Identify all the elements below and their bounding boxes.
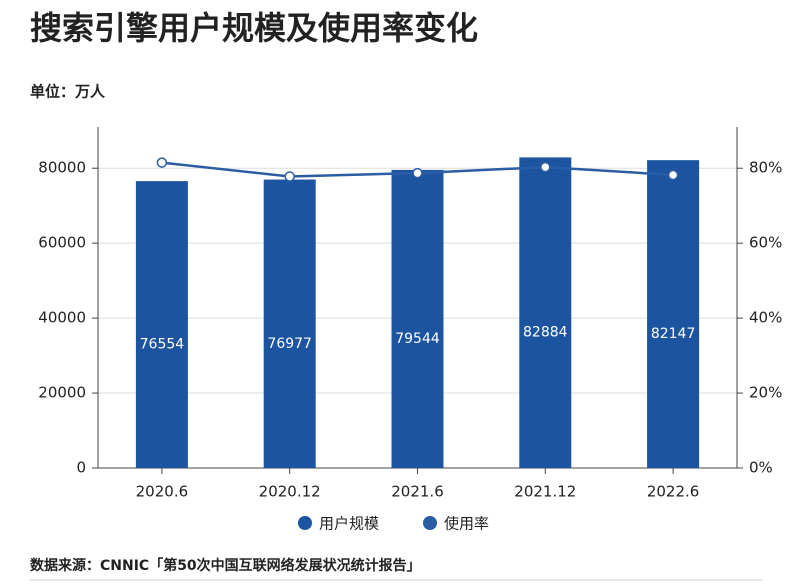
bar xyxy=(519,157,572,468)
x-tick-label: 2020.12 xyxy=(259,483,321,501)
legend-marker xyxy=(298,516,312,530)
bar xyxy=(391,169,444,468)
line-point xyxy=(540,161,551,173)
y-tick-label: 20000 xyxy=(38,384,86,402)
y2-tick-label: 80% xyxy=(749,159,782,177)
bar xyxy=(263,179,316,468)
y-tick-label: 0 xyxy=(76,459,86,477)
source: 数据来源：CNNIC「第50次中国互联网络发展状况统计报告」 xyxy=(30,557,421,574)
legend-label: 使用率 xyxy=(444,515,489,533)
x-tick-label: 2021.12 xyxy=(514,483,576,501)
y-tick-label: 60000 xyxy=(38,234,86,252)
y-tick-label: 40000 xyxy=(38,309,86,327)
legend-marker xyxy=(423,516,437,530)
bar-value-label: 82884 xyxy=(523,325,568,341)
bar xyxy=(647,160,700,468)
bar-value-label: 76977 xyxy=(267,336,312,352)
chart-title: 搜索引擎用户规模及使用率变化 xyxy=(30,9,478,47)
bar-value-label: 82147 xyxy=(651,326,696,342)
line-point xyxy=(284,171,295,182)
bar-value-label: 76554 xyxy=(140,337,185,353)
y2-tick-label: 60% xyxy=(749,234,782,252)
line-point xyxy=(412,167,423,179)
line-point xyxy=(667,169,679,181)
line-point xyxy=(156,157,168,168)
y-tick-label: 80000 xyxy=(38,159,86,177)
subtitle: 单位：万人 xyxy=(30,83,106,101)
y2-tick-label: 40% xyxy=(749,309,782,327)
y2-tick-label: 0% xyxy=(749,459,773,477)
x-tick-label: 2022.6 xyxy=(647,483,700,501)
x-tick-label: 2020.6 xyxy=(136,483,189,501)
y2-tick-label: 20% xyxy=(749,384,782,402)
x-tick-label: 2021.6 xyxy=(391,483,444,501)
legend-label: 用户规模 xyxy=(319,515,379,533)
bar xyxy=(135,181,188,468)
bar-value-label: 79544 xyxy=(395,331,440,347)
